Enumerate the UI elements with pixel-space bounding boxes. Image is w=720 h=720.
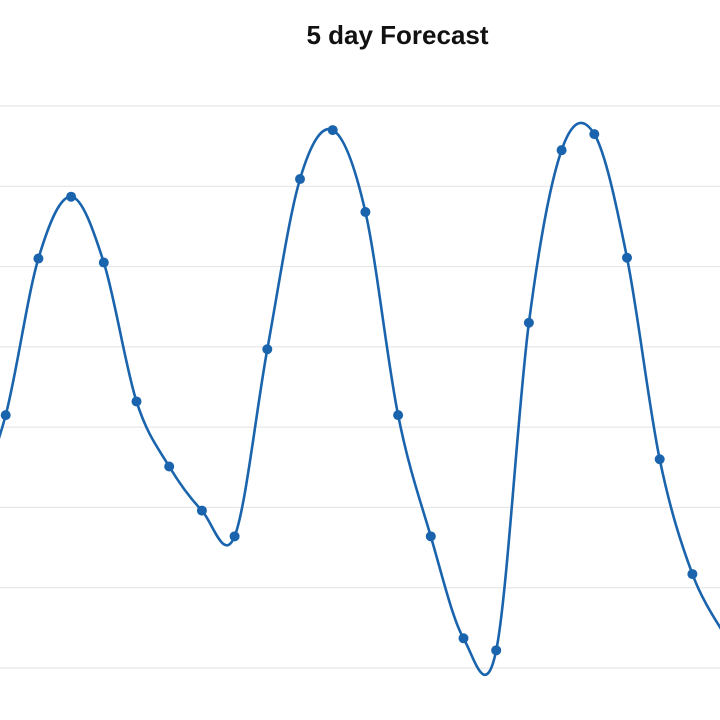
data-point[interactable] [33,253,44,264]
data-point[interactable] [523,317,534,328]
series-line [0,121,720,677]
data-point[interactable] [687,569,698,580]
data-point[interactable] [196,505,207,516]
data-point[interactable] [66,191,77,202]
data-point[interactable] [393,410,404,421]
data-point[interactable] [295,174,305,185]
data-point[interactable] [360,206,371,217]
data-points [0,125,698,656]
data-point[interactable] [654,454,665,465]
data-point[interactable] [98,257,109,268]
data-point[interactable] [327,125,338,136]
data-point[interactable] [0,410,11,421]
data-point[interactable] [622,252,632,263]
data-point[interactable] [262,344,273,355]
data-point[interactable] [491,645,502,656]
chart-title: 5 day Forecast [306,20,489,50]
data-point[interactable] [425,531,436,542]
data-point[interactable] [164,461,175,472]
data-point[interactable] [589,129,600,140]
data-point[interactable] [556,145,567,156]
data-point[interactable] [458,633,469,644]
data-point[interactable] [131,396,142,407]
gridlines [0,105,720,669]
data-point[interactable] [229,531,240,542]
